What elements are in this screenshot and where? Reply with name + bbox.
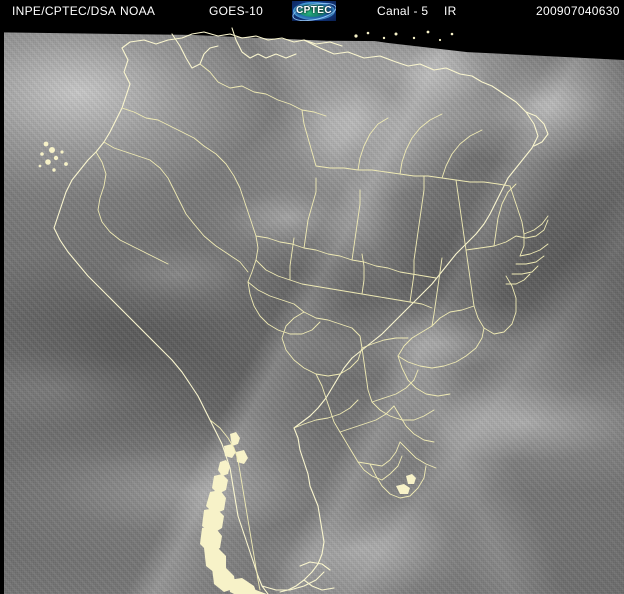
image-header-bar: INPE/CPTEC/DSA NOAA GOES-10 CPTEC Canal …: [0, 0, 624, 22]
satellite-image-frame: [0, 22, 624, 594]
agency-label: INPE/CPTEC/DSA: [12, 4, 117, 18]
satellite-image: [4, 24, 624, 594]
channel-label: Canal - 5: [377, 4, 429, 18]
network-label: NOAA: [120, 4, 156, 18]
globe-landmass: [298, 4, 328, 17]
band-label: IR: [444, 4, 457, 18]
cptec-logo-text: CPTEC: [296, 5, 332, 16]
cptec-globe-icon: CPTEC: [292, 1, 336, 21]
timestamp-label: 200907040630: [536, 4, 620, 18]
satellite-label: GOES-10: [209, 4, 264, 18]
ir-pixel-texture: [4, 24, 624, 594]
